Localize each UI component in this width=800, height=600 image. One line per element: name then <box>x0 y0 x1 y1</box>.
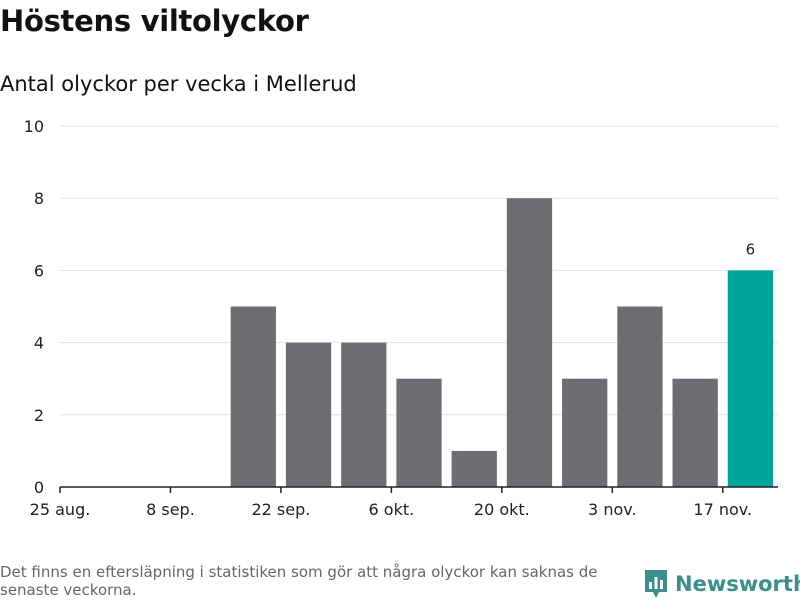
bar-5 <box>341 342 387 487</box>
data-label: 6 <box>746 240 756 258</box>
y-tick-label: 10 <box>24 117 44 136</box>
x-tick-label: 17 nov. <box>693 500 752 519</box>
bar-chart-speech-bubble-icon <box>645 570 667 598</box>
y-tick-label: 0 <box>34 478 44 497</box>
bar-8 <box>506 198 553 487</box>
x-tick-label: 25 aug. <box>30 500 91 519</box>
x-tick-label: 22 sep. <box>251 500 310 519</box>
y-tick-label: 6 <box>34 261 44 280</box>
x-tick-label: 8 sep. <box>146 500 195 519</box>
chart-subtitle: Antal olyckor per vecka i Mellerud <box>0 72 357 96</box>
x-tick-label: 3 nov. <box>588 500 637 519</box>
bar-chart: 0 2 4 6 8 10 6 25 aug. 8 sep. 22 sep. 6 okt. 20 o… <box>24 117 778 519</box>
y-tick-label: 4 <box>34 334 44 353</box>
x-axis: 25 aug. 8 sep. 22 sep. 6 okt. 20 okt. 3 nov. 1… <box>30 486 778 519</box>
chart-title: Höstens viltolyckor <box>0 4 309 38</box>
bar-4 <box>285 342 332 487</box>
brand-name: Newsworthy <box>675 572 800 596</box>
x-tick-label: 20 okt. <box>474 500 530 519</box>
y-axis-ticks: 0 2 4 6 8 10 <box>24 117 44 497</box>
x-tick-label: 6 okt. <box>369 500 415 519</box>
bar-6 <box>396 378 442 487</box>
y-tick-label: 2 <box>34 406 44 425</box>
bar-7 <box>451 450 497 487</box>
bar-11 <box>672 378 718 487</box>
bar-10 <box>617 306 663 487</box>
bars <box>230 198 774 487</box>
y-tick-label: 8 <box>34 189 44 208</box>
data-labels: 6 <box>746 240 756 258</box>
bar-12 <box>727 270 774 487</box>
bar-9 <box>562 378 608 487</box>
brand-logo: Newsworthy <box>643 568 800 600</box>
bar-3 <box>230 306 276 487</box>
footnote: Det finns en eftersläpning i statistiken… <box>0 563 598 599</box>
grid-lines <box>60 125 778 416</box>
